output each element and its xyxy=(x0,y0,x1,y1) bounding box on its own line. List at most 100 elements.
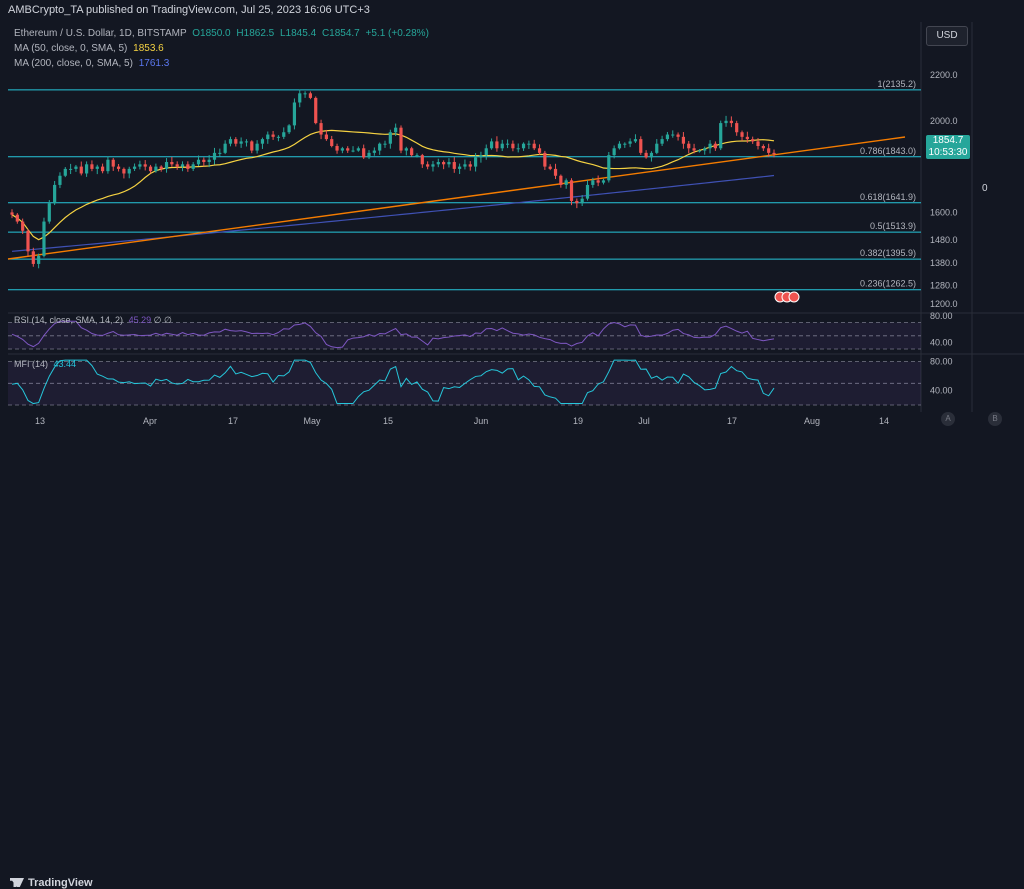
candle-body xyxy=(21,221,25,231)
tradingview-logo-text: TradingView xyxy=(28,877,93,889)
candle-body xyxy=(324,134,328,140)
candle-body xyxy=(164,162,169,169)
btn-a[interactable]: A xyxy=(941,412,955,426)
candle-body xyxy=(111,159,115,167)
candle-body xyxy=(186,164,190,169)
rsi-plot: 80.00 40.00 xyxy=(8,311,953,350)
ma200-line xyxy=(11,174,775,252)
candle-body xyxy=(479,155,483,158)
candle-body xyxy=(346,148,350,151)
right-scale-value: 0 xyxy=(982,183,988,194)
candle-body xyxy=(42,221,46,256)
time-tick: 14 xyxy=(879,416,889,426)
candle-body xyxy=(362,148,366,158)
time-tick: Aug xyxy=(804,416,820,426)
candle-body xyxy=(537,148,542,153)
candle-body xyxy=(228,139,233,144)
rsi-label[interactable]: RSI (14, close, SMA, 14, 2) xyxy=(14,315,124,325)
candle-body xyxy=(314,97,318,124)
time-tick: 15 xyxy=(383,416,393,426)
candle-body xyxy=(207,159,211,163)
ma200-value: 1761.3 xyxy=(138,58,170,69)
candle-body xyxy=(681,136,686,144)
candle-body xyxy=(708,143,712,149)
candle-body xyxy=(442,162,446,165)
candle-body xyxy=(628,141,632,144)
chart-canvas[interactable]: 1(2135.2) 0.786(1843.0) 0.618(1641.9) 0.5(1… xyxy=(0,0,1024,436)
candle-body xyxy=(410,148,414,156)
currency-button[interactable]: USD xyxy=(926,26,968,46)
candle-body xyxy=(495,141,499,149)
candle-body xyxy=(676,134,680,137)
candle-body xyxy=(575,200,579,204)
change-value: +5.1 (+0.28%) xyxy=(365,28,429,39)
candle-body xyxy=(122,168,126,174)
rsi-fill xyxy=(8,322,921,349)
mfi-plot: 80.00 40.00 xyxy=(8,357,953,406)
candle-body xyxy=(85,164,89,174)
candle-body xyxy=(170,162,174,165)
candle-body xyxy=(458,166,462,169)
price-tick: 1600.0 xyxy=(930,207,958,217)
candle-body xyxy=(580,198,584,204)
time-axis[interactable]: 13 Apr 17 May 15 Jun 19 Jul 17 Aug 14 xyxy=(35,416,889,426)
candle-body xyxy=(383,143,387,145)
candle-body xyxy=(330,139,334,146)
candle-body xyxy=(569,180,574,201)
candle-body xyxy=(527,143,531,145)
bar-countdown: 10:53:30 xyxy=(928,147,968,158)
rsi-value: 45.29 xyxy=(128,315,152,325)
rsi-pane[interactable] xyxy=(8,312,921,352)
ma200-label[interactable]: MA (200, close, 0, SMA, 5) xyxy=(14,58,133,69)
candle-body xyxy=(548,166,552,169)
price-tick: 1200.0 xyxy=(930,299,958,309)
btn-b[interactable]: B xyxy=(988,412,1002,426)
candle-body xyxy=(489,141,494,149)
tradingview-logo-icon xyxy=(10,878,24,887)
candle-body xyxy=(761,145,765,149)
candle-body xyxy=(69,168,73,170)
candle-body xyxy=(724,120,728,124)
candle-body xyxy=(292,102,297,126)
tradingview-logo[interactable]: TradingView xyxy=(10,877,93,889)
candle-body xyxy=(287,125,291,133)
legend-ma50-row: MA (50, close, 0, SMA, 5) 1853.6 xyxy=(14,41,429,56)
candle-body xyxy=(703,148,707,151)
price-tick: 2000.0 xyxy=(930,116,958,126)
candle-body xyxy=(612,148,616,156)
fib-label: 0.786(1843.0) xyxy=(860,146,916,156)
candle-body xyxy=(15,214,19,222)
ma50-path xyxy=(11,129,775,241)
chart-legend: Ethereum / U.S. Dollar, 1D, BITSTAMP O18… xyxy=(14,26,429,71)
mfi-pane[interactable] xyxy=(8,356,921,408)
time-tick: 17 xyxy=(727,416,737,426)
rsi-extra: ∅ ∅ xyxy=(153,315,172,325)
candle-body xyxy=(180,164,185,167)
event-flags[interactable] xyxy=(774,291,800,303)
ma50-label[interactable]: MA (50, close, 0, SMA, 5) xyxy=(14,43,128,54)
candle-body xyxy=(298,93,302,103)
candle-body xyxy=(367,152,371,158)
candle-body xyxy=(729,120,733,124)
event-flag-icon[interactable] xyxy=(788,291,800,303)
candle-body xyxy=(255,143,259,151)
close-value: C1854.7 xyxy=(321,28,360,39)
price-axis[interactable]: 2200.0 2000.0 1600.0 1480.0 1380.0 1280.0 1200… xyxy=(930,70,958,309)
candle-body xyxy=(276,136,281,138)
candle-body xyxy=(31,251,35,264)
candle-body xyxy=(585,184,590,199)
candle-body xyxy=(175,164,179,167)
high-value: H1862.5 xyxy=(236,28,275,39)
last-price: 1854.7 xyxy=(932,135,964,146)
candle-body xyxy=(378,143,382,151)
candle-body xyxy=(719,123,723,149)
candle-body xyxy=(532,143,536,149)
candle-body xyxy=(447,162,451,165)
candle-body xyxy=(234,139,238,144)
candle-body xyxy=(47,203,51,222)
candle-body xyxy=(591,180,595,185)
mfi-label[interactable]: MFI (14) xyxy=(14,359,49,369)
symbol-label[interactable]: Ethereum / U.S. Dollar, 1D, BITSTAMP xyxy=(14,28,187,39)
time-tick: 13 xyxy=(35,416,45,426)
candle-body xyxy=(500,143,504,149)
